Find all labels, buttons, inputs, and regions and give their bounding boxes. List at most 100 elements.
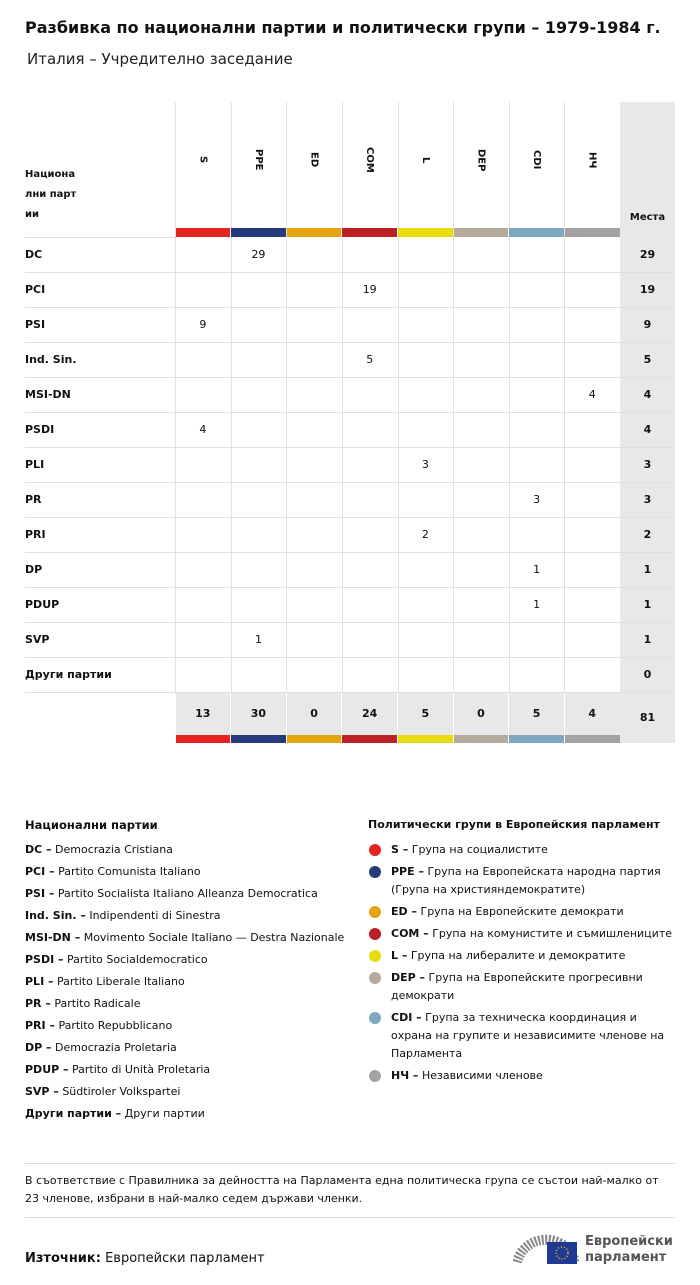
- hline: [25, 237, 175, 238]
- party-code: PLI: [25, 458, 45, 471]
- legend-name: Независими членове: [421, 1069, 543, 1082]
- cell-value: 19: [362, 283, 377, 296]
- group-code: CDI: [531, 150, 543, 170]
- cell-value: 1: [254, 633, 262, 646]
- legend-item: НЧ – Независими членове: [368, 1067, 673, 1085]
- legend-item: PCI – Partito Comunista Italiano: [25, 863, 355, 881]
- legend-name: Група на Европейските демократи: [420, 905, 624, 918]
- group-color-bar: [509, 228, 564, 237]
- hline: [25, 377, 675, 378]
- group-total: 13: [195, 707, 211, 720]
- cell-value: 1: [533, 598, 541, 611]
- legend-code: Други партии –: [25, 1107, 122, 1120]
- legend-dot: [369, 1012, 381, 1024]
- row-seats: 9: [643, 318, 652, 331]
- group-color-bar: [398, 735, 453, 743]
- group-color-bar: [175, 228, 231, 237]
- cell-value: 2: [421, 528, 429, 541]
- seats-column-bg: [620, 102, 675, 743]
- legend-code: COM –: [391, 927, 429, 940]
- group-color-bar: [231, 228, 286, 237]
- group-code: НЧ: [586, 151, 598, 169]
- legend-item: PSI – Partito Socialista Italiano Allean…: [25, 885, 355, 903]
- party-code: PDUP: [25, 598, 60, 611]
- vline: [286, 102, 288, 692]
- hline: [25, 307, 675, 308]
- group-code: S: [197, 156, 209, 164]
- legend-code: DEP –: [391, 971, 426, 984]
- group-code: PPE: [252, 149, 264, 171]
- row-seats: 5: [643, 353, 652, 366]
- hline: [25, 272, 675, 273]
- source-label: Източник:: [25, 1251, 101, 1266]
- legend-dot: [369, 866, 381, 878]
- hline: [25, 517, 675, 518]
- legend-name: Partito Liberale Italiano: [57, 975, 185, 988]
- hline: [25, 447, 675, 448]
- vline: [397, 102, 399, 692]
- logo-text: Европейски парламент: [585, 1234, 673, 1266]
- legend-item: S – Група на социалистите: [368, 841, 673, 859]
- legend-code: PR –: [25, 997, 51, 1010]
- legend-name: Partito di Unità Proletaria: [72, 1063, 211, 1076]
- group-code: COM: [364, 147, 376, 173]
- group-color-bar: [342, 735, 397, 743]
- cell-value: 3: [421, 458, 429, 471]
- vline: [230, 102, 232, 692]
- group-total: 4: [588, 707, 597, 720]
- group-color-bar: [175, 735, 231, 743]
- row-seats: 3: [643, 493, 652, 506]
- cell-value: 3: [533, 493, 541, 506]
- group-color-bar: [286, 228, 342, 237]
- legend-item: Ind. Sin. – Indipendenti di Sinestra: [25, 907, 355, 925]
- group-total: 0: [477, 707, 485, 720]
- group-total: 24: [362, 707, 378, 720]
- group-color-bar: [564, 735, 620, 743]
- group-total: 0: [310, 707, 318, 720]
- row-seats: 29: [639, 248, 656, 261]
- legend-code: SVP –: [25, 1085, 59, 1098]
- hline: [25, 342, 675, 343]
- legend-item: DEP – Група на Европейските прогресивни …: [368, 969, 673, 1005]
- row-seats: 0: [643, 668, 652, 681]
- totals-bg: [342, 692, 397, 735]
- vline: [453, 102, 455, 692]
- totals-bg: [453, 692, 509, 735]
- legend-item: PDUP – Partito di Unità Proletaria: [25, 1061, 355, 1079]
- legend-item: COM – Група на комунистите и съмишленици…: [368, 925, 673, 943]
- totals-bg: [286, 692, 342, 735]
- group-color-bar: [509, 735, 564, 743]
- legend-item: L – Група на либералите и демократите: [368, 947, 673, 965]
- party-code: PR: [25, 493, 42, 506]
- legend-code: ED –: [391, 905, 417, 918]
- legend-code: S –: [391, 843, 409, 856]
- legend-name: Partito Comunista Italiano: [58, 865, 201, 878]
- group-color-bar: [453, 228, 509, 237]
- legend-list: S – Група на социалистите PPE – Група на …: [368, 841, 673, 1089]
- legend-code: НЧ –: [391, 1069, 419, 1082]
- corner-label: Национални партии: [25, 169, 77, 220]
- legend-code: PDUP –: [25, 1063, 69, 1076]
- legend-code: MSI-DN –: [25, 931, 81, 944]
- legend-item: Други партии – Други партии: [25, 1105, 355, 1123]
- legend-item: ED – Група на Европейските демократи: [368, 903, 673, 921]
- source-text: Европейски парламент: [105, 1251, 265, 1266]
- totals-bg: [231, 692, 286, 735]
- logo-line: парламент: [585, 1250, 667, 1265]
- legend-name: Indipendenti di Sinestra: [89, 909, 221, 922]
- legend-item: PR – Partito Radicale: [25, 995, 355, 1013]
- row-seats: 3: [643, 458, 652, 471]
- legend-code: L –: [391, 949, 408, 962]
- cell-value: 5: [366, 353, 374, 366]
- legend-dot: [369, 906, 381, 918]
- legend-item: PRI – Partito Repubblicano: [25, 1017, 355, 1035]
- legend-item: MSI-DN – Movimento Sociale Italiano — De…: [25, 929, 355, 947]
- totals-bg: [509, 692, 564, 735]
- hline: [25, 412, 675, 413]
- row-seats: 1: [643, 563, 652, 576]
- legend-name: Partito Radicale: [54, 997, 141, 1010]
- group-code: ED: [308, 152, 320, 168]
- legend-dot: [369, 972, 381, 984]
- row-seats: 1: [643, 633, 652, 646]
